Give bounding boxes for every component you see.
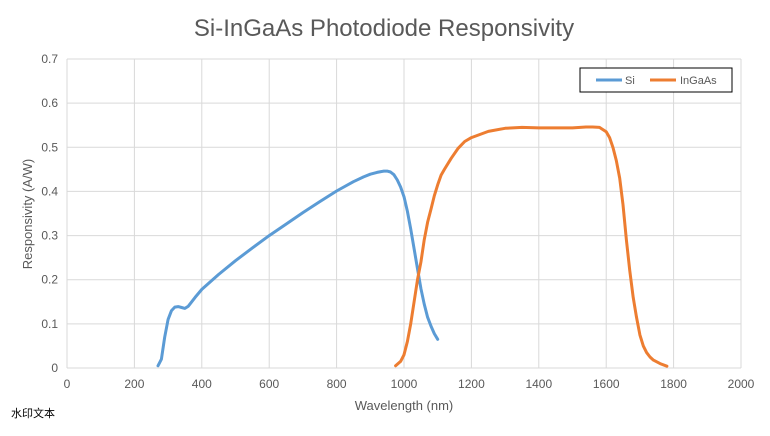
x-axis-label: Wavelength (nm) bbox=[355, 398, 454, 413]
watermark-text: 水印文本 bbox=[11, 407, 55, 420]
y-tick-label: 0.6 bbox=[41, 96, 58, 110]
y-tick-label: 0 bbox=[51, 361, 58, 375]
legend-label-si: Si bbox=[625, 75, 635, 87]
x-tick-label: 1800 bbox=[660, 377, 687, 391]
x-tick-label: 400 bbox=[192, 377, 212, 391]
series-line-si bbox=[156, 169, 440, 368]
y-tick-label: 0.1 bbox=[41, 317, 58, 331]
y-tick-label: 0.4 bbox=[41, 184, 58, 198]
series-line-ingaas bbox=[394, 125, 669, 368]
tick-labels: 0 200 400 600 800 1000 1200 1400 1600 1800 2000 0 0.… bbox=[41, 52, 754, 391]
x-tick-label: 200 bbox=[124, 377, 144, 391]
x-tick-label: 600 bbox=[259, 377, 279, 391]
y-tick-label: 0.5 bbox=[41, 140, 58, 154]
x-tick-label: 1400 bbox=[525, 377, 552, 391]
x-tick-label: 2000 bbox=[728, 377, 755, 391]
legend-label-ingaas: InGaAs bbox=[680, 75, 717, 87]
series-lines bbox=[156, 125, 669, 368]
x-tick-label: 0 bbox=[64, 377, 71, 391]
chart-title: Si-InGaAs Photodiode Responsivity bbox=[194, 15, 574, 42]
x-tick-label: 1600 bbox=[593, 377, 620, 391]
x-tick-label: 800 bbox=[327, 377, 347, 391]
gridlines bbox=[66, 58, 742, 369]
y-tick-label: 0.3 bbox=[41, 229, 58, 243]
x-tick-label: 1200 bbox=[458, 377, 485, 391]
legend: Si InGaAs bbox=[579, 67, 733, 93]
y-tick-label: 0.2 bbox=[41, 273, 58, 287]
x-tick-label: 1000 bbox=[391, 377, 418, 391]
y-axis-label: Responsivity (A/W) bbox=[20, 159, 35, 270]
y-tick-label: 0.7 bbox=[41, 52, 58, 66]
